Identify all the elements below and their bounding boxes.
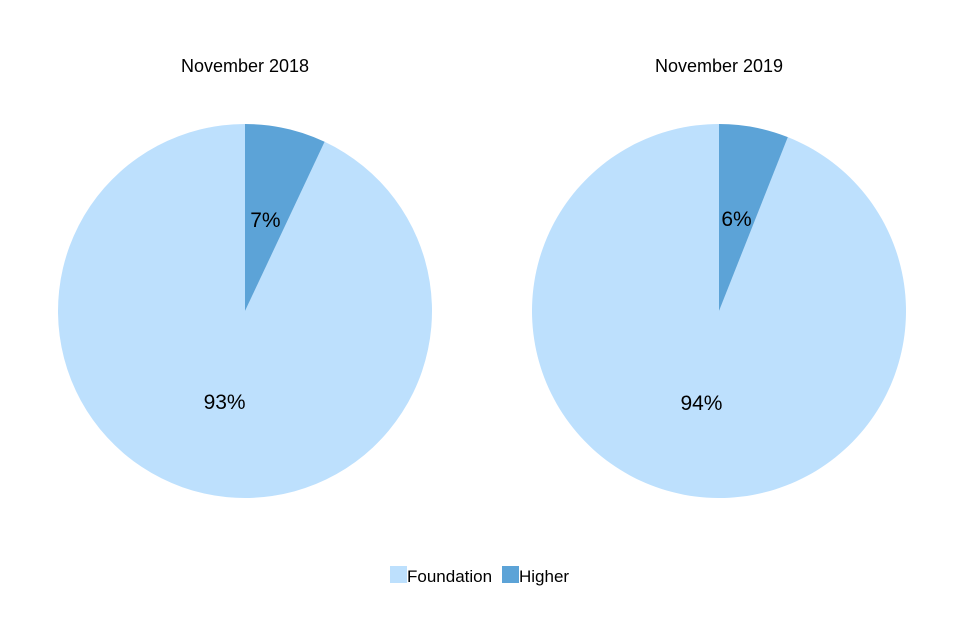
data-label-foundation: 94%	[680, 392, 722, 415]
data-label-higher: 7%	[250, 209, 280, 232]
pie-slice-higher	[719, 124, 788, 311]
data-label-higher: 6%	[721, 208, 751, 231]
legend: Foundation Higher	[390, 566, 569, 586]
pie-slice-foundation	[57, 124, 432, 499]
pie-chart-november-2018: November 2018 7% 93%	[57, 56, 432, 499]
legend-item-higher: Higher	[502, 566, 569, 586]
legend-item-foundation: Foundation	[390, 566, 492, 586]
pie-slice-higher	[245, 124, 325, 311]
legend-swatch-foundation	[390, 566, 407, 583]
legend-label-higher: Higher	[519, 567, 569, 586]
legend-swatch-higher	[502, 566, 519, 583]
legend-label-foundation: Foundation	[407, 567, 492, 586]
pie-chart-november-2019: November 2019 6% 94%	[532, 56, 906, 499]
chart-title: November 2019	[655, 56, 783, 76]
chart-title: November 2018	[181, 56, 309, 76]
data-label-foundation: 93%	[204, 391, 246, 414]
